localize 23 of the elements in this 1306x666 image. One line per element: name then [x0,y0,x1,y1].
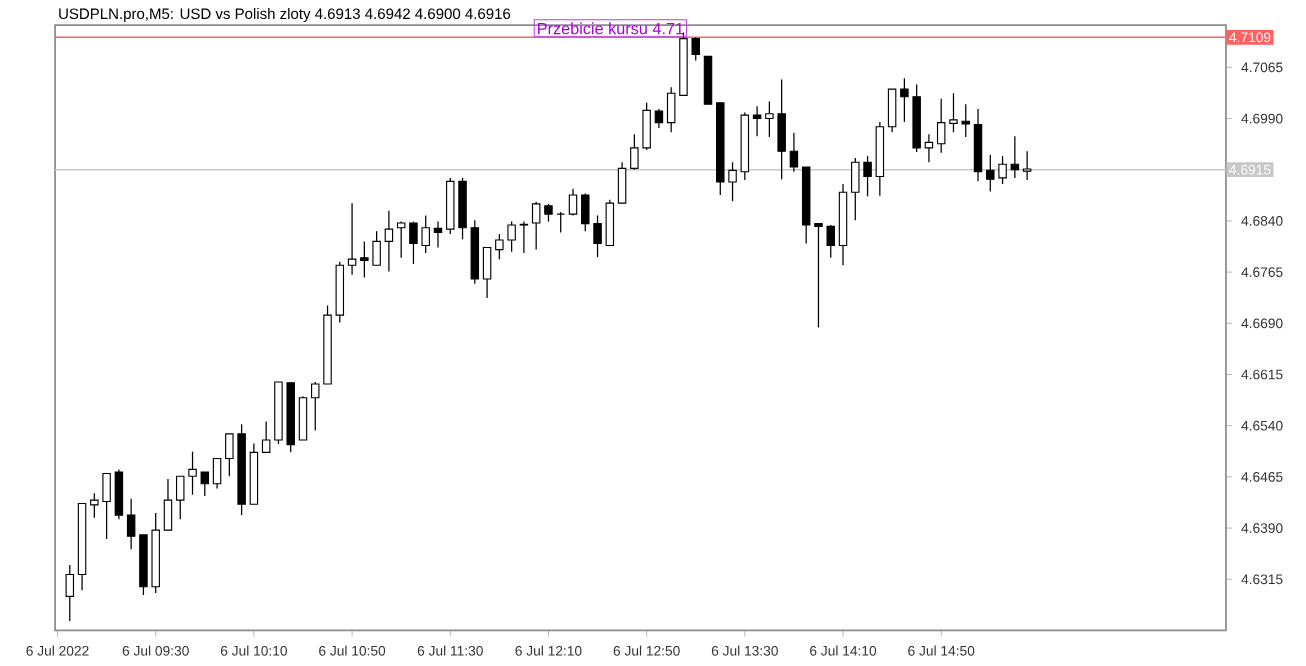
candlestick [482,247,492,299]
annotation: Przebicie kursu 4.71 [538,22,684,35]
candlestick [703,56,713,106]
candlestick [789,132,799,173]
candlestick [65,564,75,622]
candlestick [114,469,124,521]
candlestick [568,188,578,217]
candlestick [384,210,394,273]
candlestick [752,105,762,138]
candlestick [617,161,627,205]
candlestick [347,202,357,276]
candlestick [433,221,443,249]
candlestick [261,421,271,454]
candlestick [163,478,173,532]
candlestick [973,108,983,183]
candlestick [212,458,222,490]
candlestick [887,88,897,134]
candlestick [1022,150,1032,181]
candlestick [654,108,664,129]
candlestick [519,221,529,254]
candlestick [924,133,934,164]
candlestick [126,498,136,551]
candlestick [298,395,308,441]
